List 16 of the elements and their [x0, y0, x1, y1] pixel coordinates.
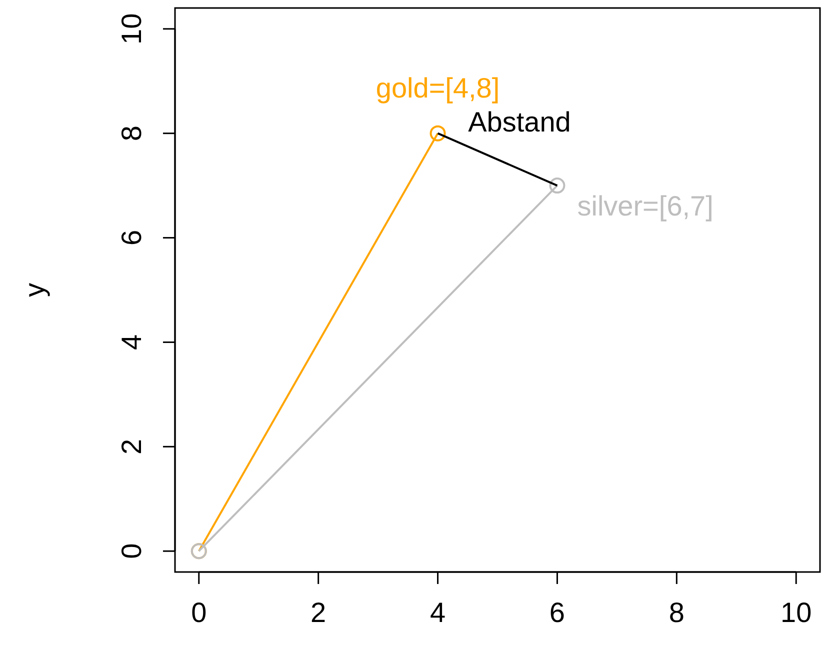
y-tick-label: 2	[116, 438, 147, 454]
annotation: silver=[6,7]	[577, 190, 714, 222]
x-tick-label: 6	[549, 597, 566, 628]
y-tick-label: 0	[116, 543, 147, 559]
y-tick-label: 4	[116, 334, 147, 350]
x-tick-label: 4	[430, 597, 446, 628]
x-tick-label: 10	[780, 597, 812, 628]
x-tick-label: 2	[310, 597, 326, 628]
y-tick-label: 8	[116, 126, 147, 142]
x-tick-label: 8	[668, 597, 684, 628]
annotation: Abstand	[468, 106, 571, 138]
annotation: gold=[4,8]	[376, 72, 500, 104]
y-tick-label: 6	[116, 230, 147, 246]
y-tick-label: 10	[116, 13, 147, 44]
y-axis-title: y	[19, 283, 50, 297]
x-tick-label: 0	[191, 597, 207, 628]
